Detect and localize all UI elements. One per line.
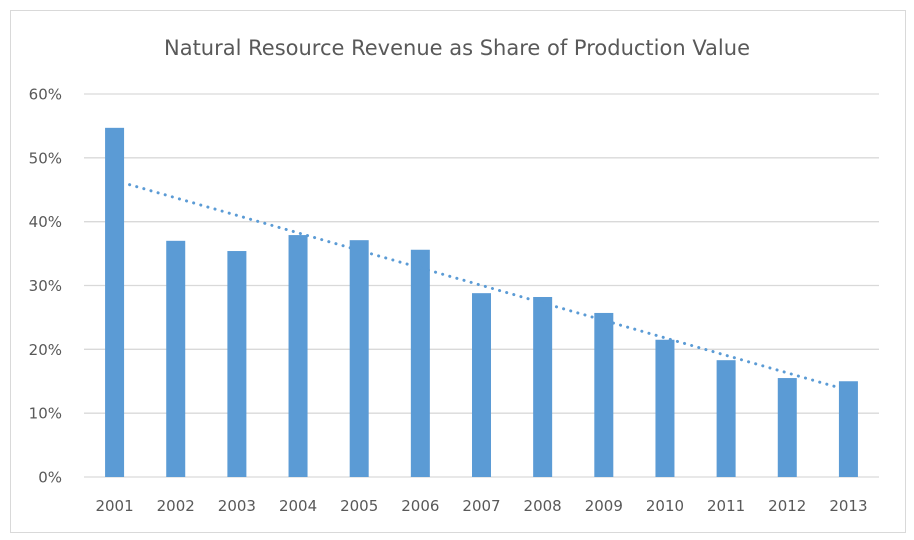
bar-2011 [716,360,736,477]
y-tick-label: 50% [29,149,62,167]
y-tick-label: 60% [29,86,62,104]
bar-2006 [410,249,430,477]
x-tick-label: 2011 [707,497,745,515]
x-tick-label: 2004 [279,497,317,515]
bar-2013 [838,381,858,477]
x-tick-label: 2012 [768,497,806,515]
y-tick-label: 40% [29,213,62,231]
bar-2012 [777,378,797,477]
bar-2001 [105,127,125,477]
x-tick-label: 2005 [340,497,378,515]
y-tick-label: 10% [29,405,62,423]
bar-2008 [533,296,553,477]
x-tick-label: 2002 [157,497,195,515]
x-tick-label: 2001 [95,497,133,515]
x-tick-label: 2007 [462,497,500,515]
bar-2003 [227,251,247,477]
x-axis-ticks: 2001 2002 2003 2004 2005 2006 2007 2008 2009 2010… [95,497,867,515]
gridlines [84,93,879,478]
x-tick-label: 2006 [401,497,439,515]
bar-2005 [349,240,369,477]
bar-2010 [655,339,675,477]
y-axis-ticks: 0% 10% 20% 30% 40% 50% 60% [29,86,62,487]
x-tick-label: 2010 [646,497,684,515]
x-tick-label: 2003 [218,497,256,515]
y-tick-label: 20% [29,341,62,359]
x-tick-label: 2008 [524,497,562,515]
bar-2009 [594,312,614,477]
chart-frame [10,10,906,533]
chart-title: Natural Resource Revenue as Share of Pro… [164,36,750,60]
x-tick-label: 2013 [829,497,867,515]
bar-2004 [288,235,308,477]
bar-2002 [166,240,186,477]
x-tick-label: 2009 [585,497,623,515]
y-tick-label: 30% [29,277,62,295]
y-tick-label: 0% [38,469,62,487]
bars [105,127,858,477]
bar-2007 [472,293,491,477]
